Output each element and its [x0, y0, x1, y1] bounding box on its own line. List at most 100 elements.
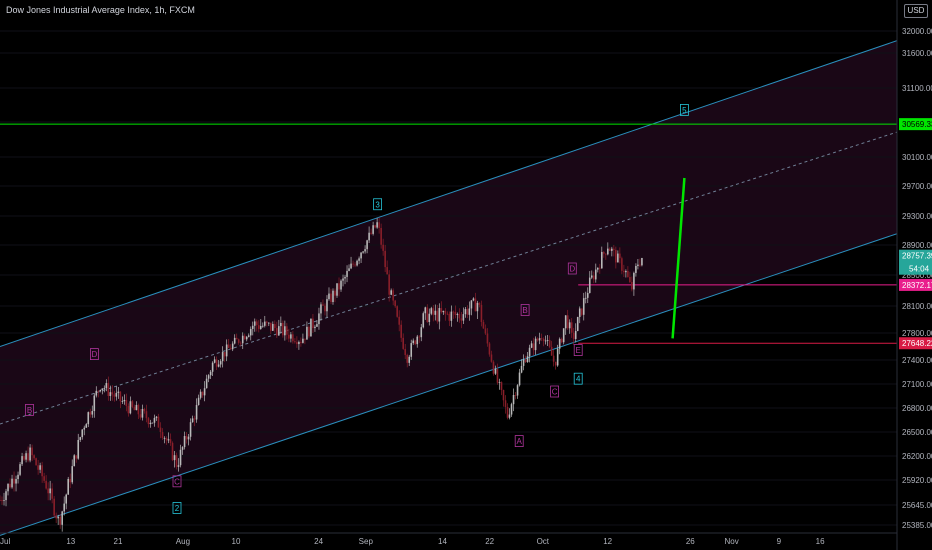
price-tags: 30569.33 28372.17 27648.22 28757.39 54:04 — [899, 118, 932, 350]
candle-body — [187, 436, 190, 440]
wave-label-box — [520, 304, 530, 316]
candle-body — [286, 326, 288, 335]
candle-body — [512, 395, 515, 405]
candle-body — [243, 335, 246, 340]
wave-label-box — [573, 344, 583, 356]
candle-body — [510, 404, 513, 415]
candle-body — [143, 408, 146, 412]
candle-body — [492, 361, 495, 374]
candle-body — [75, 455, 78, 459]
candle-body — [444, 310, 447, 314]
candle-body — [87, 412, 90, 425]
wave-label-box — [550, 385, 559, 398]
time-axis[interactable]: Jul 13 21 Aug 10 24 Sep 14 22 Oct 12 26 Nov 9 16 — [0, 537, 825, 546]
candle-body — [237, 339, 240, 343]
candle-body — [193, 418, 196, 420]
y-tick-label: 30100.00 — [902, 153, 932, 162]
candle-body — [566, 315, 569, 329]
candle-body — [480, 304, 483, 323]
candle-body — [410, 343, 413, 357]
candle-body — [605, 253, 607, 255]
candle-body — [470, 300, 473, 309]
wave-label-2: 2 — [175, 504, 180, 513]
candle-body — [576, 317, 579, 332]
candle-body — [584, 297, 587, 299]
candle-body — [578, 308, 581, 318]
wave-label-box — [172, 502, 182, 514]
candle-body — [546, 340, 549, 341]
x-tick-label: 22 — [485, 537, 494, 546]
candle-body — [554, 361, 557, 366]
candle-body — [472, 298, 475, 301]
candle-body — [488, 343, 491, 355]
candle-body — [372, 225, 374, 234]
y-tick-label: 26800.00 — [902, 404, 932, 413]
candle-body — [97, 390, 100, 392]
candle-body — [456, 313, 459, 315]
candle-body — [288, 334, 290, 339]
candle-body — [516, 385, 519, 396]
candle-body — [298, 341, 300, 345]
candle-body — [183, 436, 186, 448]
wave-label-B: B — [522, 306, 527, 315]
candle-body — [280, 322, 282, 327]
candle-body — [227, 344, 230, 348]
candle-body — [422, 313, 425, 328]
candle-body — [570, 322, 573, 333]
wave-label-box — [514, 435, 524, 448]
candle-body — [25, 453, 27, 460]
candle-body — [203, 388, 206, 396]
wave-label-B: B — [27, 406, 32, 415]
candle-body — [107, 383, 110, 396]
candle-body — [524, 359, 527, 363]
candle-body — [55, 515, 57, 519]
candle-body — [536, 338, 539, 341]
y-tick-label: 25385.00 — [902, 521, 932, 530]
candle-body — [560, 338, 563, 343]
candle-body — [354, 264, 356, 266]
channel-fill — [0, 40, 897, 536]
candle-body — [3, 500, 5, 501]
price-axis[interactable]: 32000.0031600.0031100.0030600.0030100.00… — [902, 27, 932, 530]
candle-body — [35, 458, 37, 466]
candle-body — [368, 232, 370, 241]
y-tick-label: 27100.00 — [902, 380, 932, 389]
candle-body — [179, 449, 182, 466]
wave-label-box — [25, 403, 34, 416]
channel-upper-line — [0, 40, 898, 347]
candle-body — [432, 308, 435, 315]
candle-body — [400, 324, 402, 338]
candle-body — [149, 422, 152, 425]
candle-body — [73, 455, 76, 467]
candle-body — [466, 309, 469, 315]
candle-body — [462, 314, 465, 321]
candle-body — [611, 248, 613, 251]
candle-body — [0, 500, 1, 501]
candle-body — [211, 362, 214, 372]
candle-body — [39, 465, 41, 470]
candle-body — [346, 270, 348, 277]
currency-badge[interactable]: USD — [904, 4, 928, 18]
candle-body — [306, 326, 308, 340]
candle-body — [378, 222, 380, 228]
candle-body — [609, 248, 611, 251]
y-tick-label: 29700.00 — [902, 182, 932, 191]
wave-label-C: C — [174, 477, 180, 486]
level-tag-green: 30569.33 — [902, 120, 932, 129]
candle-body — [330, 293, 332, 303]
candle-body — [169, 439, 172, 443]
candle-body — [386, 267, 388, 275]
candle-body — [362, 251, 364, 253]
candle-body — [259, 325, 262, 329]
candle-body — [358, 258, 360, 261]
candle-body — [476, 302, 479, 312]
candle-body — [31, 447, 33, 456]
candle-body — [197, 397, 200, 406]
candle-body — [320, 304, 322, 314]
candle-body — [5, 491, 7, 501]
candle-body — [348, 268, 350, 271]
candle-body — [324, 305, 326, 312]
candle-body — [418, 336, 421, 338]
current-price-tag-bg — [899, 249, 932, 275]
